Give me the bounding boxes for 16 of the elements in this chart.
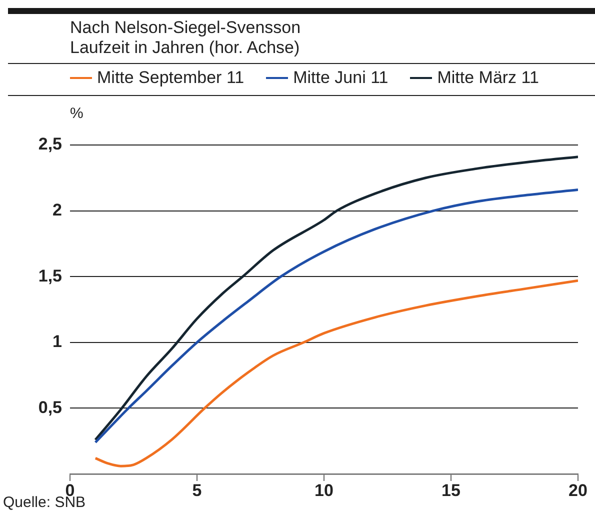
chart-title: Nach Nelson-Siegel-Svensson	[70, 18, 301, 38]
y-tick-label: 1	[52, 332, 62, 352]
y-tick-label: 2,5	[38, 134, 62, 154]
legend-label: Mitte September 11	[97, 68, 244, 88]
legend-label: Mitte März 11	[437, 68, 539, 88]
legend-label: Mitte Juni 11	[293, 68, 388, 88]
x-tick-label: 15	[442, 480, 460, 500]
y-tick-label: 2	[52, 200, 62, 220]
x-tick-label: 10	[314, 480, 334, 500]
x-tick-label: 5	[192, 480, 202, 500]
y-tick-label: 0,5	[38, 398, 62, 417]
chart-subtitle: Laufzeit in Jahren (hor. Achse)	[70, 38, 301, 58]
y-axis-title: %	[70, 105, 84, 122]
line-series	[94, 279, 578, 468]
x-tick-label: 20	[568, 480, 588, 500]
y-tick-label: 1,5	[38, 266, 62, 286]
